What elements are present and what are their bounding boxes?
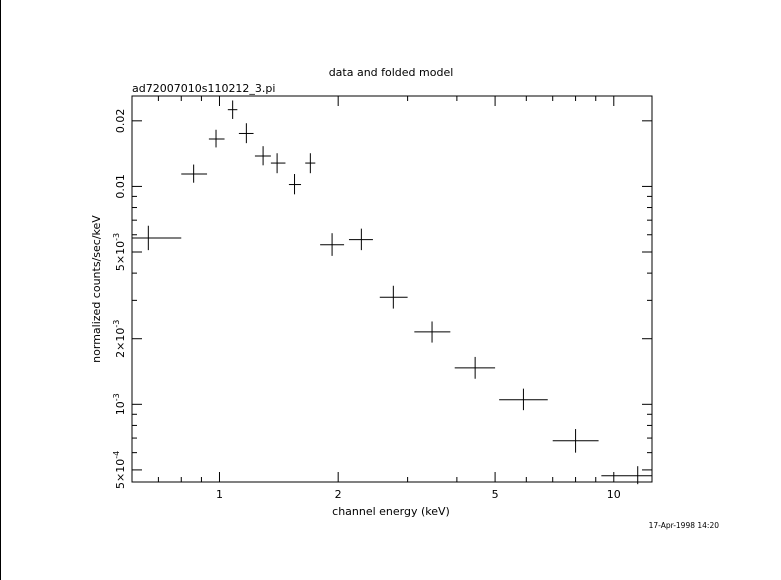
data-point [132,225,182,251]
data-point [227,100,238,119]
timestamp: 17-Apr-1998 14:20 [649,521,720,530]
data-point [414,321,451,343]
y-tick-label: 2×10-3 [112,320,127,358]
data-point [320,233,345,256]
data-point [238,123,254,144]
data-point [288,174,302,195]
data-point [348,228,373,251]
x-tick-label: 10 [607,488,621,501]
y-tick-label: 5×10-3 [112,233,127,271]
data-point [601,466,652,485]
data-point [270,153,286,174]
y-tick-label: 5×10-4 [112,451,127,489]
data-point [254,146,271,166]
data-point [499,388,548,411]
data-point [552,429,599,453]
x-tick-label: 5 [492,488,499,501]
y-axis-ticks [132,120,652,471]
data-point [379,285,408,309]
x-tick-label: 2 [335,488,342,501]
y-axis-label: normalized counts/sec/keV [90,215,103,363]
y-tick-label: 10-3 [112,393,127,415]
y-axis-tick-labels: 5×10-4 10-3 2×10-3 5×10-3 0.01 0.02 [112,109,127,489]
plot-frame [131,95,653,483]
window-left-border [0,0,1,580]
data-point [305,153,316,174]
x-axis-label: channel energy (keV) [332,505,450,518]
chart-subtitle: ad72007010s110212_3.pi [132,82,275,95]
x-tick-label: 1 [216,488,223,501]
data-point [181,164,208,183]
data-point [208,129,225,148]
chart-title: data and folded model [329,66,454,79]
y-tick-label: 0.02 [114,109,127,134]
data-point [454,356,496,379]
y-tick-label: 0.01 [114,174,127,199]
data-points [132,100,652,485]
x-axis-ticks [131,96,615,482]
x-axis-tick-labels: 1 2 5 10 [216,488,621,501]
